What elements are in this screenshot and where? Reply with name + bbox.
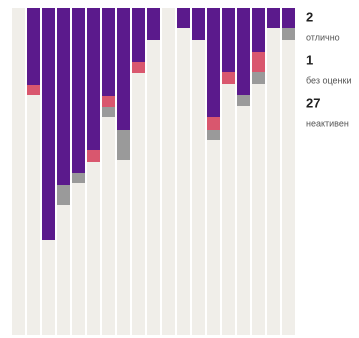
bar-segment bbox=[102, 8, 115, 96]
bar-segment bbox=[237, 8, 250, 95]
bar-segment bbox=[72, 8, 85, 173]
bar-segment bbox=[42, 8, 55, 240]
legend-label: отлично bbox=[306, 32, 340, 42]
bar-segment bbox=[27, 85, 40, 95]
bar-segment bbox=[282, 8, 295, 28]
bar-segment bbox=[267, 8, 280, 28]
bar-segment bbox=[282, 28, 295, 40]
bar-segment bbox=[132, 62, 145, 73]
column-background bbox=[252, 8, 265, 335]
bar-segment bbox=[207, 117, 220, 130]
legend-label: без оценки bbox=[306, 75, 352, 85]
column-background bbox=[267, 8, 280, 335]
column-background bbox=[192, 8, 205, 335]
bar-segment bbox=[132, 8, 145, 62]
legend-label: неактивен bbox=[306, 118, 349, 128]
bar-segment bbox=[117, 130, 130, 160]
bar-segment bbox=[207, 8, 220, 117]
bar-segment bbox=[252, 8, 265, 52]
bar-segment bbox=[252, 52, 265, 72]
bar-segment bbox=[147, 8, 160, 40]
bar-segment bbox=[237, 95, 250, 106]
bar-segment bbox=[177, 8, 190, 28]
column-background bbox=[162, 8, 175, 335]
legend-count: 27 bbox=[306, 95, 320, 110]
legend-count: 2 bbox=[306, 9, 313, 24]
legend-count: 1 bbox=[306, 52, 313, 67]
column-background bbox=[222, 8, 235, 335]
bar-segment bbox=[57, 8, 70, 185]
bar-segment bbox=[252, 72, 265, 84]
bar-segment bbox=[87, 8, 100, 150]
column-background bbox=[12, 8, 25, 335]
bar-segment bbox=[192, 8, 205, 40]
bar-segment bbox=[27, 8, 40, 85]
column-background bbox=[147, 8, 160, 335]
column-background bbox=[177, 8, 190, 335]
bar-segment bbox=[57, 185, 70, 205]
bar-segment bbox=[222, 72, 235, 84]
bar-segment bbox=[72, 173, 85, 183]
column-background bbox=[282, 8, 295, 335]
bar-segment bbox=[222, 8, 235, 72]
bar-segment bbox=[207, 130, 220, 140]
bar-segment bbox=[102, 96, 115, 107]
bar-segment bbox=[117, 8, 130, 130]
bar-segment bbox=[102, 107, 115, 117]
column-background bbox=[132, 8, 145, 335]
bar-segment bbox=[87, 150, 100, 162]
